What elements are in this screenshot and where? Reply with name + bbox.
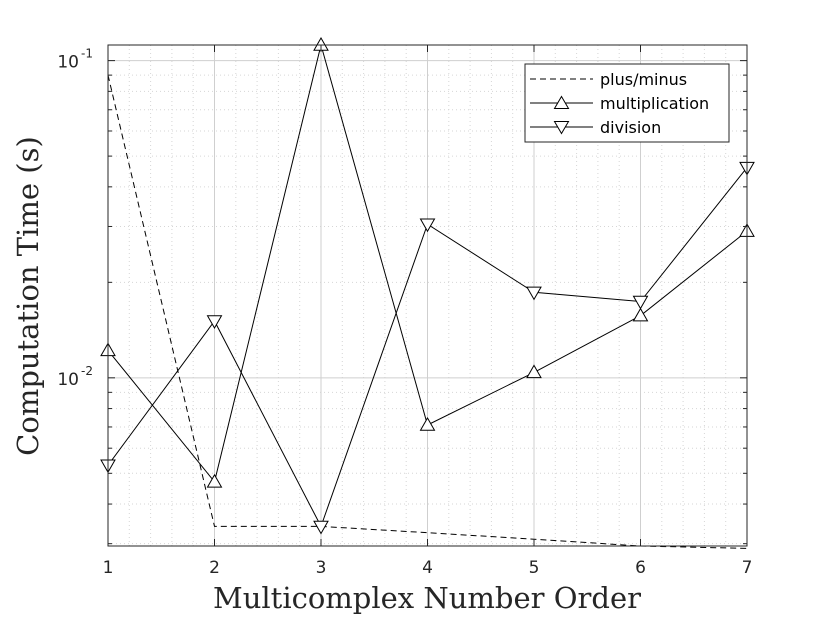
tick-labels: 1 2 3 4 5 6 710-210-1 [57, 47, 752, 578]
data-point-division [206, 315, 223, 330]
data-point-division [313, 520, 329, 535]
legend-marker-multiplication [553, 95, 570, 109]
x-tick-label: 5 [529, 558, 540, 578]
legend-label-multiplication: multiplication [600, 94, 709, 113]
data-point-multiplication [632, 307, 649, 322]
data-point-division [632, 295, 649, 310]
x-tick-label: 4 [422, 558, 433, 578]
data-point-multiplication [419, 416, 436, 431]
y-tick-label: 10 [57, 53, 79, 73]
y-tick-label-exponent: -1 [81, 47, 93, 61]
legend-marker-division [553, 121, 570, 135]
y-tick-label-exponent: -2 [81, 364, 93, 378]
data-point-division [419, 218, 436, 233]
ticks [107, 45, 748, 546]
y-tick-label: 10 [57, 370, 79, 390]
x-axis-title: Multicomplex Number Order [213, 581, 641, 615]
legend-label-division: division [600, 118, 661, 137]
data-point-division [526, 286, 542, 301]
x-tick-label: 6 [635, 558, 646, 578]
x-tick-label: 2 [209, 558, 220, 578]
legend: plus/minus multiplication division [524, 63, 730, 143]
legend-label-plus-minus: plus/minus [600, 70, 687, 89]
y-axis-title: Computation Time (s) [11, 136, 45, 456]
x-tick-label: 1 [103, 558, 114, 578]
x-tick-label: 3 [316, 558, 327, 578]
data-point-multiplication [206, 473, 223, 488]
x-tick-label: 7 [742, 558, 753, 578]
data-point-multiplication [526, 364, 542, 379]
